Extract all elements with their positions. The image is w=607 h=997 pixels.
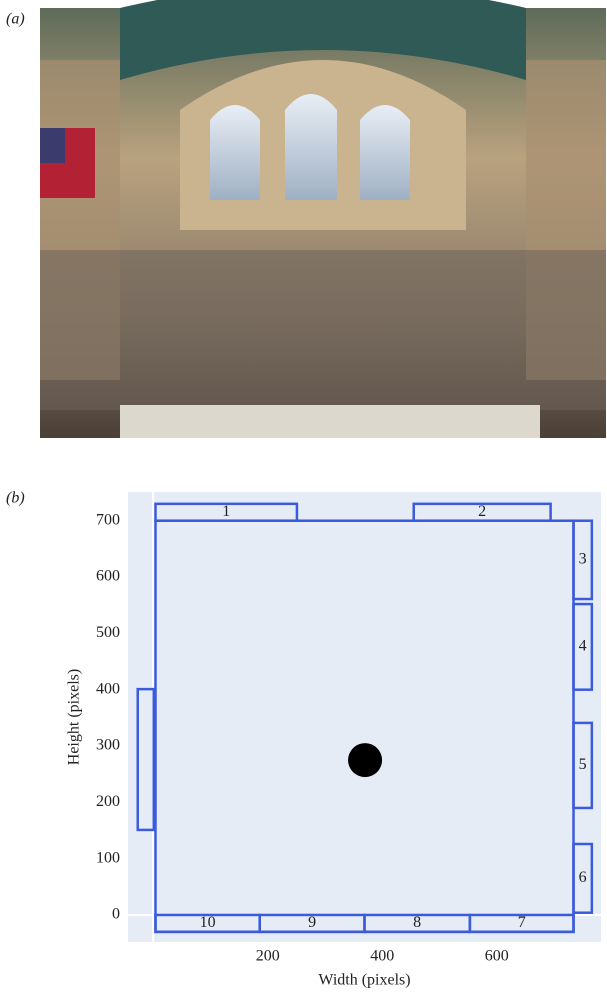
y-tick-label: 500: [96, 624, 120, 641]
x-tick-label: 600: [485, 948, 509, 965]
panel-label: (a): [6, 11, 25, 28]
y-tick-label: 700: [96, 511, 120, 528]
plot-background: [128, 492, 601, 942]
y-axis-title: Height (pixels): [66, 669, 83, 765]
region-label: 9: [308, 914, 316, 931]
region-label: 10: [200, 914, 216, 931]
region-label: 4: [579, 638, 587, 655]
y-tick-label: 100: [96, 849, 120, 866]
y-tick-label: 200: [96, 793, 120, 810]
region-label: 2: [478, 503, 486, 520]
region-label: 1: [222, 503, 230, 520]
panel-label: (b): [6, 490, 25, 507]
region-label: 6: [579, 869, 587, 886]
y-tick-label: 600: [96, 568, 120, 585]
region-label: 5: [579, 756, 587, 773]
y-tick-label: 400: [96, 680, 120, 697]
region-label: 8: [413, 914, 421, 931]
x-axis-title: Width (pixels): [318, 972, 410, 989]
photo: [40, 0, 606, 438]
x-tick-label: 400: [370, 948, 394, 965]
x-tick-label: 200: [256, 948, 280, 965]
y-tick-label: 300: [96, 737, 120, 754]
y-tick-label: 0: [112, 906, 120, 923]
point: [348, 743, 382, 777]
figure: (a) (b) 0 100 200 300 400 500 600 700 200 400 600 W…: [0, 0, 607, 992]
region-label: 7: [518, 914, 526, 931]
region-label: 3: [579, 551, 587, 568]
